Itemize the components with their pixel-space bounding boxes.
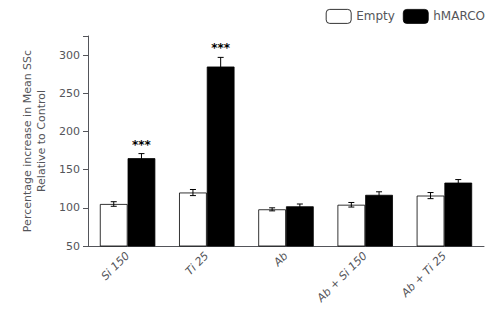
svg-text:250: 250 (59, 87, 80, 100)
svg-text:***: *** (132, 138, 152, 152)
svg-text:50: 50 (66, 240, 80, 253)
svg-text:Ab + Si 150: Ab + Si 150 (314, 249, 370, 305)
svg-text:Empty: Empty (356, 9, 395, 23)
svg-text:200: 200 (59, 125, 80, 138)
svg-text:Relative to Control: Relative to Control (35, 90, 48, 192)
svg-text:Ab: Ab (270, 249, 290, 269)
svg-text:Ti 25: Ti 25 (183, 249, 211, 277)
svg-text:300: 300 (59, 49, 80, 62)
svg-text:hMARCO: hMARCO (433, 9, 485, 23)
svg-text:100: 100 (59, 201, 80, 214)
svg-text:Ab + Ti 25: Ab + Ti 25 (398, 249, 449, 300)
svg-text:Percentage increase in Mean SS: Percentage increase in Mean SSc (21, 50, 34, 232)
svg-text:Si 150: Si 150 (99, 249, 133, 283)
svg-text:150: 150 (59, 163, 80, 176)
svg-text:***: *** (211, 41, 231, 55)
